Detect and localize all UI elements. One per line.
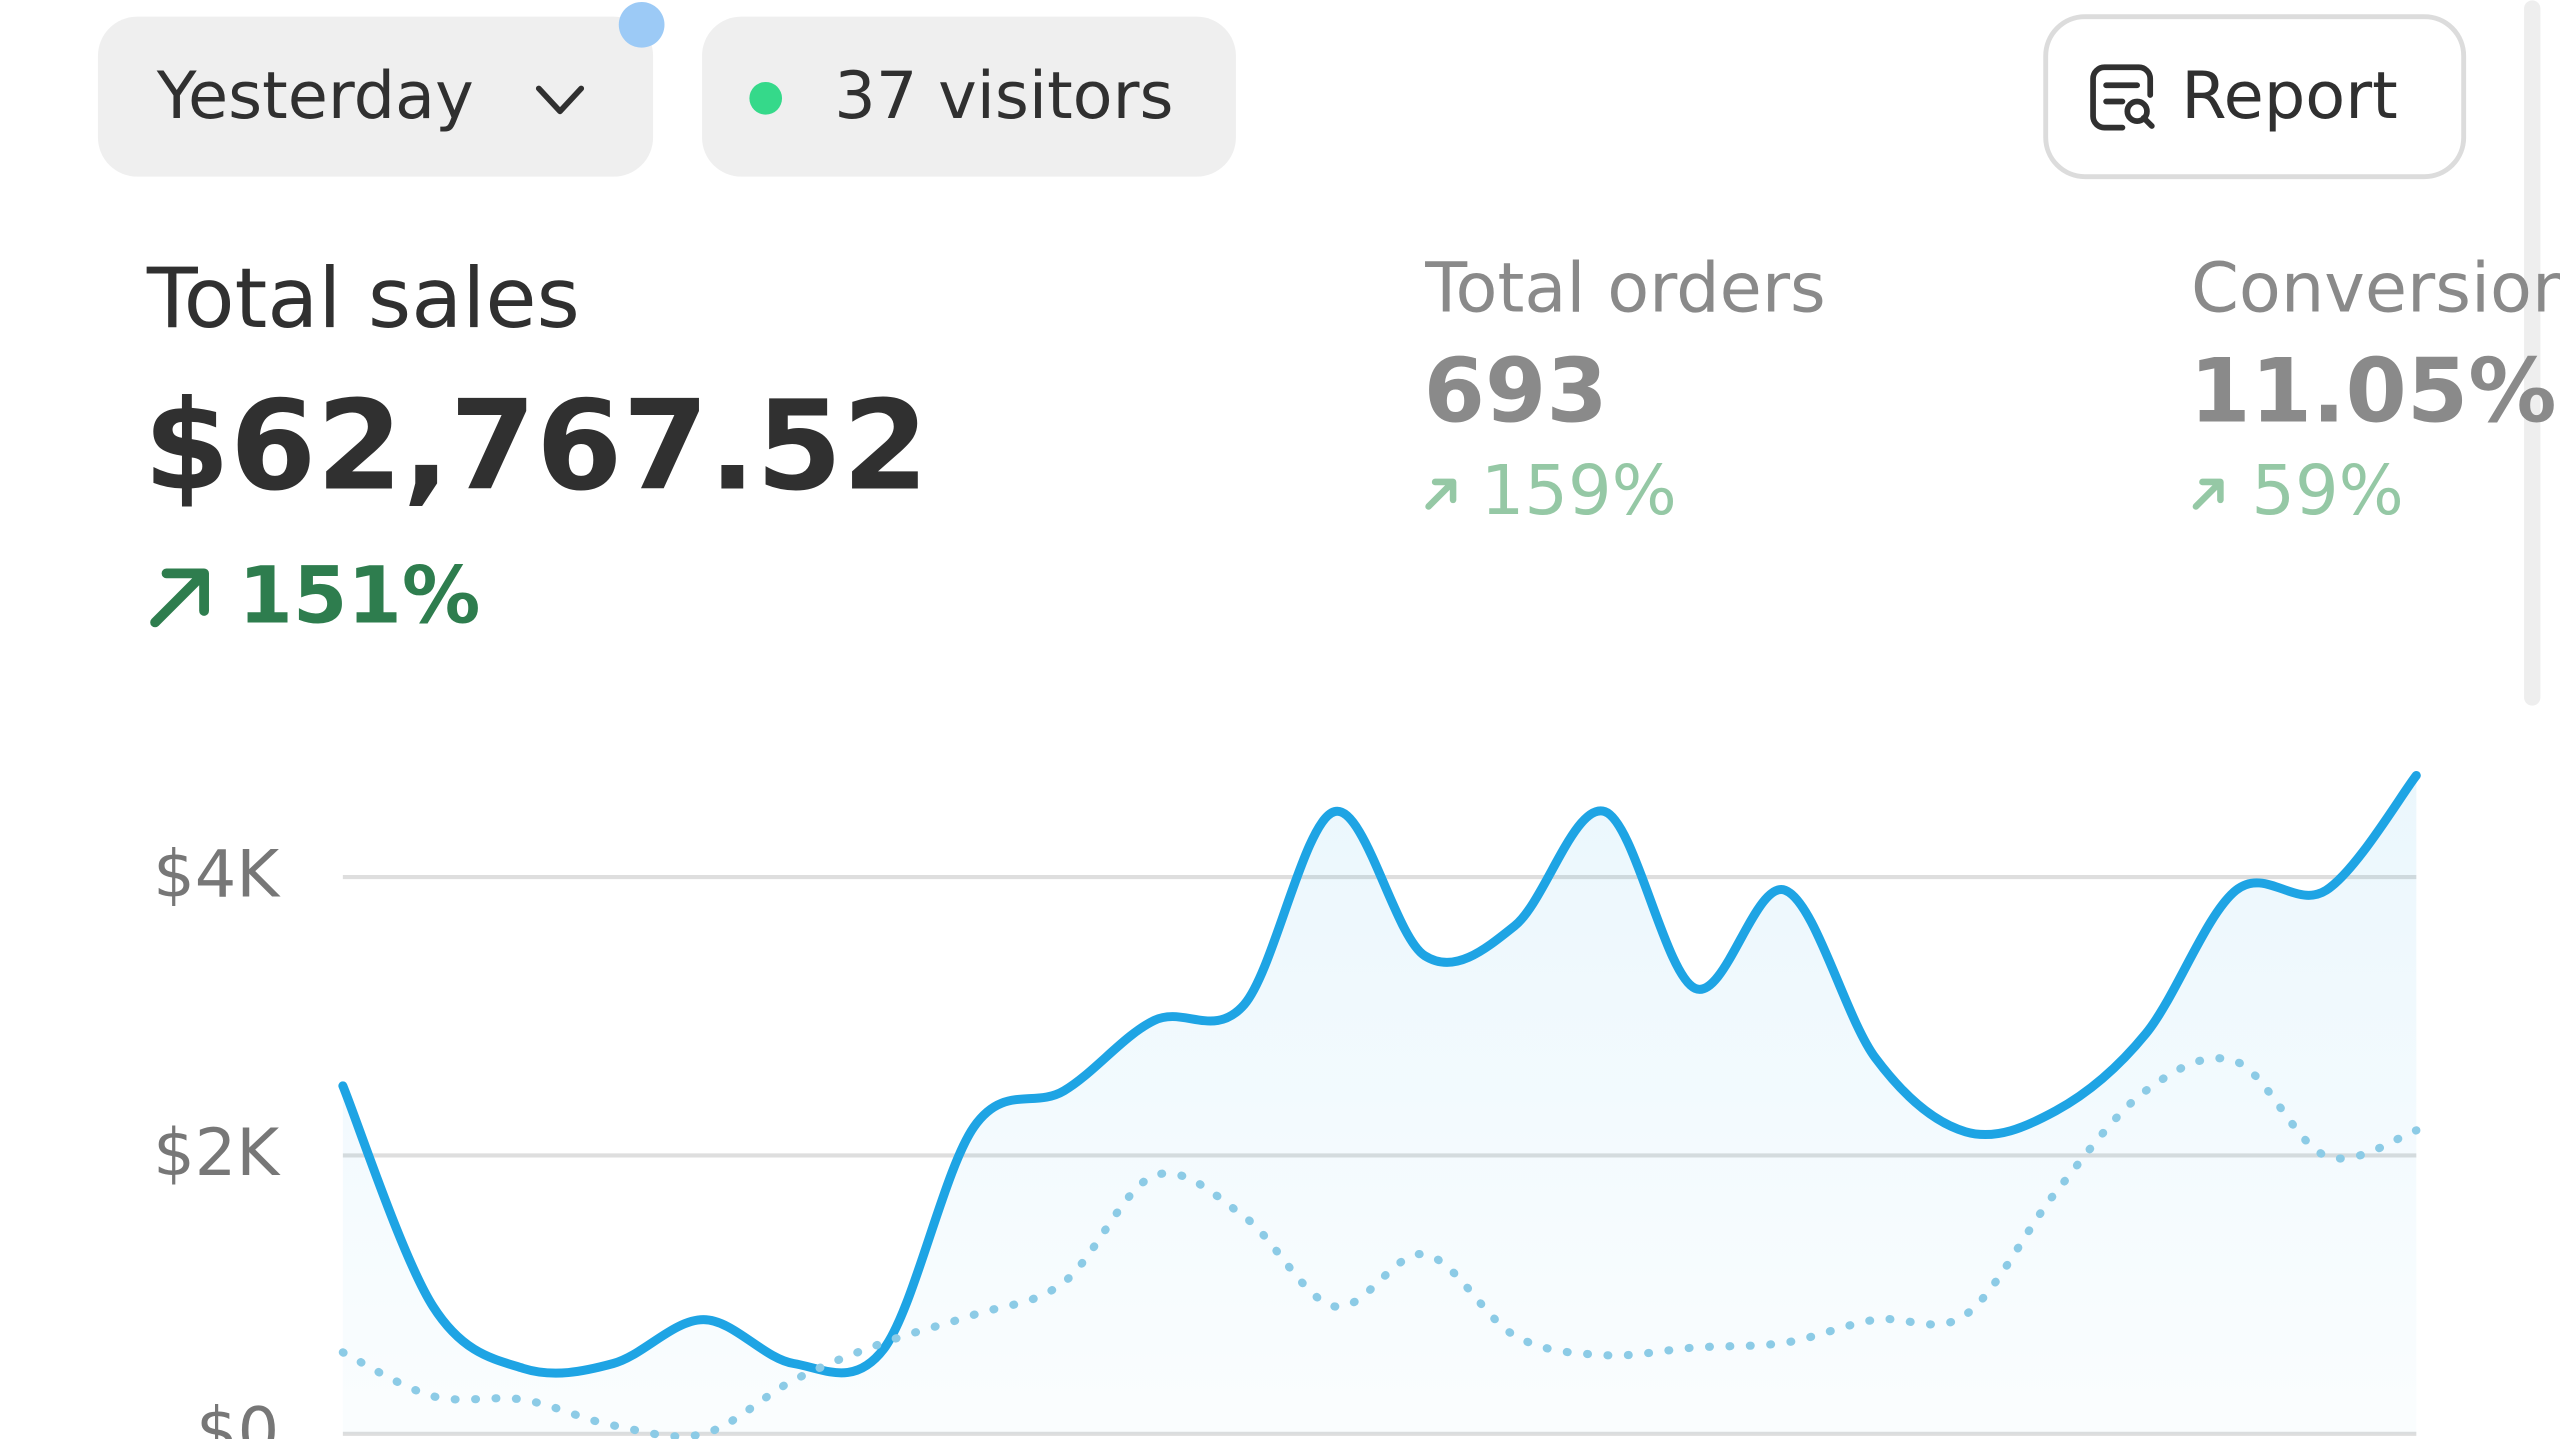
area [342, 775, 2417, 1434]
metric-value: $62,767.52 [144, 374, 929, 518]
live-dot [749, 81, 783, 115]
metric-conversion[interactable]: Conversion 11.05% 59% [2189, 249, 2560, 531]
metric-label: Conversion [2191, 249, 2560, 329]
up-arrow-icon [1425, 478, 1457, 510]
metric-value: 693 [1424, 339, 1608, 442]
chevron-icon [535, 85, 585, 115]
metric-change: 159% [1481, 451, 1677, 531]
date-filter-label: Yesterday [156, 58, 474, 134]
metric-label: Total orders [1424, 249, 1825, 329]
metric-total-orders[interactable]: Total orders 693 159% [1424, 249, 1826, 531]
visitors-label: 37 visitors [834, 58, 1173, 134]
visitors-button[interactable]: 37 visitors [702, 16, 1236, 177]
button-background [2043, 14, 2467, 180]
report-label: Report [2181, 58, 2397, 134]
sales-chart: $0 $2K $4K [153, 770, 2421, 1439]
line [338, 770, 2421, 1378]
up-arrow-icon [2192, 478, 2224, 510]
report-icon [2090, 64, 2154, 131]
report-icon-lens [2124, 98, 2150, 124]
report-button[interactable]: Report [2043, 14, 2467, 180]
report-icon-handle [2140, 115, 2155, 129]
notification-dot [618, 1, 665, 48]
y-tick-label: $2K [153, 1115, 281, 1191]
date-filter-button[interactable]: Yesterday [97, 16, 654, 177]
metric-total-sales[interactable]: Total sales $62,767.52 151% [144, 250, 929, 642]
up-arrow-icon [150, 568, 209, 628]
button-background [97, 16, 654, 177]
metric-label: Total sales [146, 250, 580, 347]
scrollbar[interactable] [2524, 0, 2541, 706]
metric-value: 11.05% [2189, 339, 2556, 442]
y-tick-label: $0 [196, 1393, 279, 1439]
metric-change: 59% [2251, 451, 2403, 531]
metric-change: 151% [238, 551, 480, 642]
y-tick-label: $4K [153, 837, 281, 913]
button-background [702, 16, 1236, 177]
